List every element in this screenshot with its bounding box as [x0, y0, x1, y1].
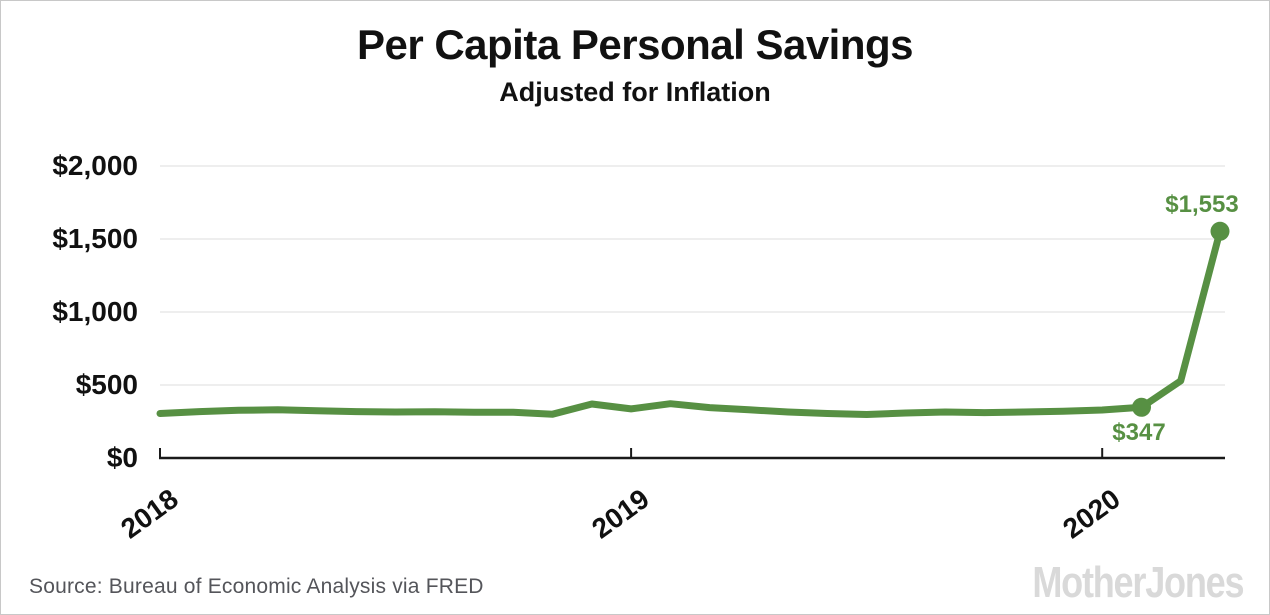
point-value-label: $347 [1112, 419, 1166, 446]
data-point-marker [1210, 221, 1230, 241]
y-axis-label: $0 [106, 442, 138, 473]
y-axis-label: $1,000 [52, 296, 138, 327]
source-note: Source: Bureau of Economic Analysis via … [29, 575, 484, 598]
y-axis-label: $2,000 [52, 150, 138, 181]
y-axis-label: $500 [75, 369, 138, 400]
y-axis-label: $1,500 [52, 223, 138, 254]
data-point-marker [1132, 397, 1151, 417]
chart-title: Per Capita Personal Savings [356, 21, 914, 68]
point-value-label: $1,553 [1165, 191, 1239, 218]
chart-subtitle: Adjusted for Inflation [499, 77, 771, 107]
mother-jones-logo: MotherJones [1031, 558, 1244, 607]
savings-line [156, 227, 1224, 418]
